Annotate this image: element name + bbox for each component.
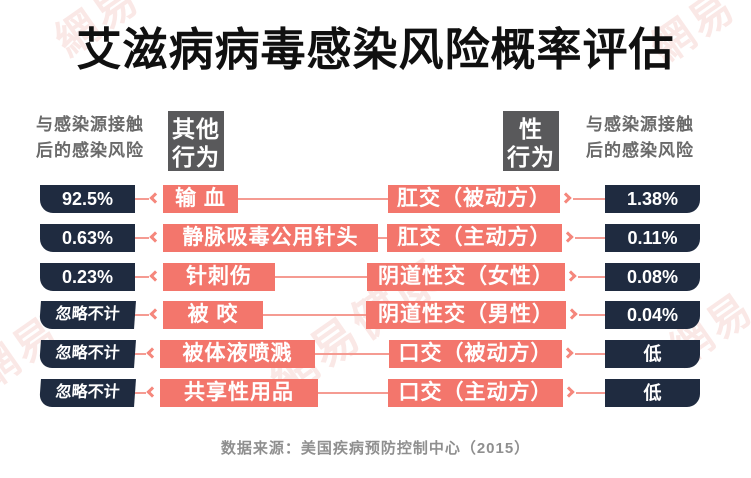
right-risk-axis-label-line2: 后的感染风险 <box>586 141 694 161</box>
behavior-label-box: 共享性用品 <box>160 379 318 407</box>
left-risk-axis-label-line2: 后的感染风险 <box>36 141 144 161</box>
arrow-right-icon <box>566 308 578 320</box>
behavior-label-box: 针刺伤 <box>163 263 275 291</box>
behavior-label-box: 被体液喷溅 <box>160 340 315 368</box>
left-risk-value-box: 忽略不计 <box>39 379 136 407</box>
risk-row: 0.23% 针刺伤 阴道性交（女性） 0.08% <box>0 263 751 291</box>
category-sexual-line1: 性 <box>519 116 543 142</box>
behavior-label-box: 阴道性交（女性） <box>367 263 565 291</box>
connector-line <box>578 276 605 278</box>
connector-line <box>135 314 149 316</box>
page-title: 艾滋病病毒感染风险概率评估 <box>76 24 675 75</box>
behavior-label-box: 口交（主动方） <box>388 379 563 407</box>
connector-line <box>576 392 605 394</box>
risk-row: 0.63% 静脉吸毒公用针头 肛交（主动方） 0.11% <box>0 224 751 252</box>
risk-row: 忽略不计 共享性用品 口交（主动方） 低 <box>0 379 751 407</box>
arrow-right-icon <box>562 347 574 359</box>
connector-line <box>135 237 149 239</box>
right-risk-axis-label: 与感染源接触 后的感染风险 <box>575 112 705 165</box>
connector-line <box>315 353 389 355</box>
data-source-note: 数据来源：美国疾病预防控制中心（2015） <box>220 440 531 457</box>
right-risk-value-box: 0.08% <box>605 263 700 291</box>
arrow-right-icon <box>562 231 574 243</box>
connector-line <box>263 314 366 316</box>
arrow-left-icon <box>149 192 161 204</box>
arrow-left-icon <box>146 386 158 398</box>
connector-line <box>238 198 388 200</box>
risk-row: 忽略不计 被体液喷溅 口交（被动方） 低 <box>0 340 751 368</box>
arrow-left-icon <box>149 231 161 243</box>
category-box-sexual-behaviors: 性 行为 <box>503 111 559 171</box>
behavior-label-box: 被 咬 <box>163 301 263 329</box>
connector-line <box>579 314 605 316</box>
arrow-left-icon <box>146 347 158 359</box>
right-risk-value-box: 0.11% <box>605 224 700 252</box>
left-risk-value-box: 0.23% <box>40 263 135 291</box>
right-risk-value-box: 1.38% <box>605 185 700 213</box>
behavior-label-box: 输 血 <box>163 185 238 213</box>
connector-line <box>135 198 149 200</box>
left-risk-value-box: 92.5% <box>40 185 135 213</box>
connector-line <box>135 353 146 355</box>
category-box-other-behaviors: 其他 行为 <box>168 111 224 171</box>
arrow-right-icon <box>563 386 575 398</box>
left-risk-axis-label: 与感染源接触 后的感染风险 <box>25 112 155 165</box>
category-other-line1: 其他 <box>172 116 220 142</box>
right-risk-value-box: 低 <box>605 340 700 368</box>
right-risk-axis-label-line1: 与感染源接触 <box>586 115 694 134</box>
left-risk-value-box: 忽略不计 <box>39 340 136 368</box>
arrow-right-icon <box>560 192 572 204</box>
left-risk-axis-label-line1: 与感染源接触 <box>36 115 144 134</box>
category-sexual-line2: 行为 <box>507 144 555 171</box>
risk-row: 忽略不计 被 咬 阴道性交（男性） 0.04% <box>0 301 751 329</box>
behavior-label-box: 肛交（主动方） <box>387 224 562 252</box>
connector-line <box>275 276 367 278</box>
connector-line <box>575 237 605 239</box>
connector-line <box>318 392 388 394</box>
connector-line <box>573 198 605 200</box>
connector-line <box>378 237 387 239</box>
arrow-left-icon <box>149 308 161 320</box>
right-risk-value-box: 0.04% <box>605 301 700 329</box>
connector-line <box>135 276 149 278</box>
connector-line <box>135 392 146 394</box>
arrow-right-icon <box>565 270 577 282</box>
behavior-label-box: 阴道性交（男性） <box>366 301 566 329</box>
risk-row: 92.5% 输 血 肛交（被动方） 1.38% <box>0 185 751 213</box>
category-other-line2: 行为 <box>172 144 220 171</box>
arrow-left-icon <box>149 270 161 282</box>
connector-line <box>575 353 605 355</box>
behavior-label-box: 口交（被动方） <box>389 340 562 368</box>
left-risk-value-box: 忽略不计 <box>39 301 136 329</box>
right-risk-value-box: 低 <box>605 379 700 407</box>
behavior-label-box: 肛交（被动方） <box>388 185 560 213</box>
left-risk-value-box: 0.63% <box>40 224 135 252</box>
behavior-label-box: 静脉吸毒公用针头 <box>163 224 378 252</box>
